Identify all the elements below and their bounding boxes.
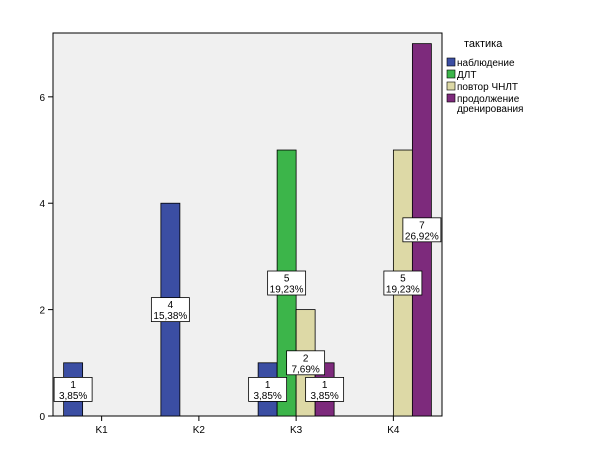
legend-title: тактика	[464, 38, 503, 50]
data-label: 13,85%	[248, 377, 288, 402]
y-tick-label: 4	[39, 199, 45, 210]
legend-item: повтор ЧНЛТ	[446, 81, 518, 93]
data-label-count: 1	[322, 380, 328, 391]
y-tick-label: 0	[39, 412, 45, 423]
data-label-count: 2	[303, 353, 309, 364]
legend-label: продолжение дренирования	[457, 94, 523, 115]
y-axis: 0 2 4 6	[39, 93, 53, 423]
legend-swatch	[446, 93, 456, 103]
legend-swatch	[446, 81, 456, 91]
legend-label: ДЛТ	[457, 70, 476, 81]
data-label-box	[150, 297, 190, 323]
legend-item: наблюдение	[446, 57, 515, 69]
data-label-box	[286, 350, 326, 376]
x-axis: K1 K2 K3 K4	[96, 416, 400, 436]
legend-swatch	[446, 57, 456, 67]
data-label: 415,38%	[150, 297, 190, 323]
data-label-percent: 19,23%	[270, 285, 304, 296]
x-tick-label: K3	[290, 425, 303, 436]
data-label: 13,85%	[305, 377, 345, 402]
data-label-percent: 7,69%	[291, 364, 319, 375]
legend-swatch	[446, 69, 456, 79]
data-label-box	[383, 270, 423, 296]
data-label: 726,92%	[402, 217, 442, 243]
legend-item: ДЛТ	[446, 69, 476, 81]
x-tick-label: K4	[387, 425, 400, 436]
legend-label: наблюдение	[457, 57, 515, 69]
data-label: 13,85%	[53, 377, 93, 402]
data-label-box	[267, 270, 307, 296]
data-label-count: 5	[400, 274, 406, 285]
y-tick-label: 2	[39, 306, 45, 317]
data-label-percent: 26,92%	[405, 231, 439, 242]
data-label-count: 4	[168, 300, 174, 311]
data-label-count: 1	[265, 380, 271, 391]
plot-area	[52, 32, 443, 417]
data-label-box	[305, 377, 345, 402]
data-label: 519,23%	[383, 270, 423, 296]
legend-item: продолжение дренирования	[446, 93, 523, 115]
data-label-count: 7	[419, 220, 425, 231]
x-tick-label: K1	[96, 425, 109, 436]
data-label-percent: 3,85%	[310, 391, 338, 402]
x-tick-label: K2	[193, 425, 206, 436]
data-labels: 13,85%415,38%13,85%519,23%27,69%13,85%51…	[53, 217, 442, 402]
data-label-box	[248, 377, 288, 402]
y-tick-label: 6	[39, 93, 45, 104]
data-label-percent: 19,23%	[386, 285, 420, 296]
data-label-count: 5	[284, 274, 290, 285]
data-label-box	[53, 377, 93, 402]
data-label-percent: 15,38%	[153, 311, 187, 322]
data-label-count: 1	[70, 380, 76, 391]
data-label-percent: 3,85%	[59, 391, 87, 402]
legend-label: повтор ЧНЛТ	[457, 82, 518, 93]
data-label: 27,69%	[286, 350, 326, 376]
data-label-percent: 3,85%	[253, 391, 281, 402]
data-label: 519,23%	[267, 270, 307, 296]
data-label-box	[402, 217, 442, 243]
